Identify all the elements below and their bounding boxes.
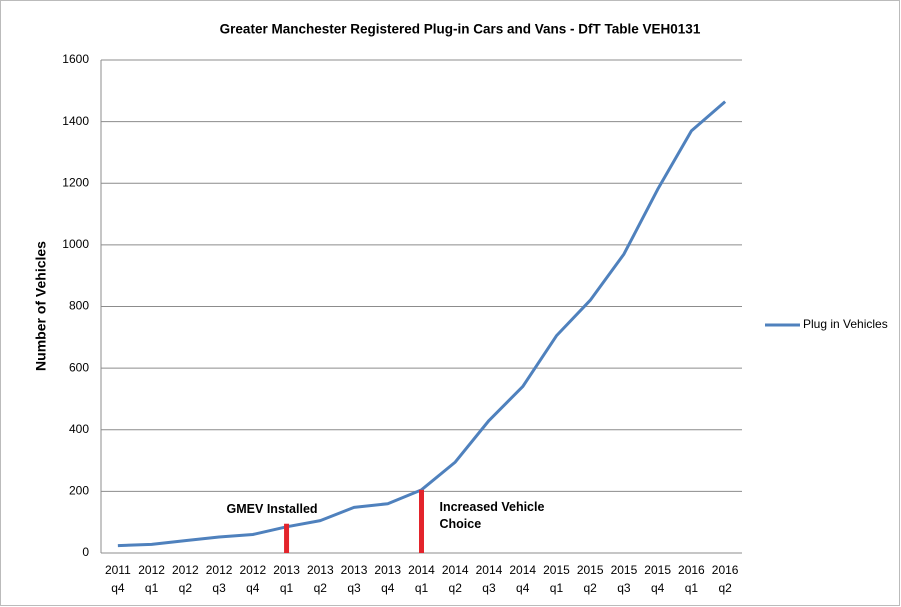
x-tick-label: 2012 [172,563,199,577]
x-tick-label: q3 [482,581,496,595]
x-tick-label: 2014 [408,563,435,577]
y-tick-label: 1400 [62,114,89,128]
x-tick-label: 2015 [611,563,638,577]
y-axis-title: Number of Vehicles [33,241,49,371]
annotation: Choice [440,517,482,531]
x-tick-label: q2 [718,581,732,595]
x-tick-label: q3 [212,581,226,595]
x-tick-label: q3 [347,581,361,595]
y-tick-label: 1600 [62,52,89,66]
x-tick-label: q2 [179,581,193,595]
x-tick-label: q1 [415,581,429,595]
x-tick-label: 2015 [577,563,604,577]
x-tick-label: q4 [651,581,665,595]
x-tick-label: 2014 [509,563,536,577]
x-tick-label: q1 [280,581,294,595]
y-tick-label: 1000 [62,237,89,251]
annotation-marker [419,489,424,553]
x-tick-label: 2012 [239,563,266,577]
x-tick-label: 2012 [138,563,165,577]
x-tick-label: q2 [449,581,463,595]
x-tick-label: 2013 [341,563,368,577]
x-tick-label: q4 [111,581,125,595]
x-tick-label: 2015 [644,563,671,577]
x-tick-label: 2016 [712,563,739,577]
x-tick-label: q4 [381,581,395,595]
legend-label: Plug in Vehicles [803,317,888,331]
y-tick-label: 400 [69,422,89,436]
x-tick-label: q2 [314,581,328,595]
x-tick-label: q2 [584,581,598,595]
line [117,100,727,548]
x-tick-label: 2013 [374,563,401,577]
x-tick-label: q1 [685,581,699,595]
y-tick-label: 800 [69,299,89,313]
annotation: Increased Vehicle [440,500,545,514]
chart-title: Greater Manchester Registered Plug-in Ca… [220,22,701,37]
x-tick-label: q4 [246,581,260,595]
x-tick-label: 2016 [678,563,705,577]
y-tick-label: 0 [82,545,89,559]
annotation: GMEV Installed [227,502,318,516]
x-tick-label: q3 [617,581,631,595]
annotation-marker [284,523,290,553]
x-tick-label: 2014 [442,563,469,577]
x-tick-label: 2013 [307,563,334,577]
x-tick-label: 2015 [543,563,570,577]
x-tick-label: 2012 [206,563,233,577]
x-tick-label: 2013 [273,563,300,577]
x-tick-label: 2011 [105,563,131,577]
y-tick-label: 200 [69,484,89,498]
x-tick-label: q4 [516,581,530,595]
y-tick-label: 1200 [62,175,89,189]
x-tick-label: 2014 [476,563,503,577]
y-tick-label: 600 [69,360,89,374]
x-tick-label: q1 [550,581,564,595]
x-tick-label: q1 [145,581,159,595]
